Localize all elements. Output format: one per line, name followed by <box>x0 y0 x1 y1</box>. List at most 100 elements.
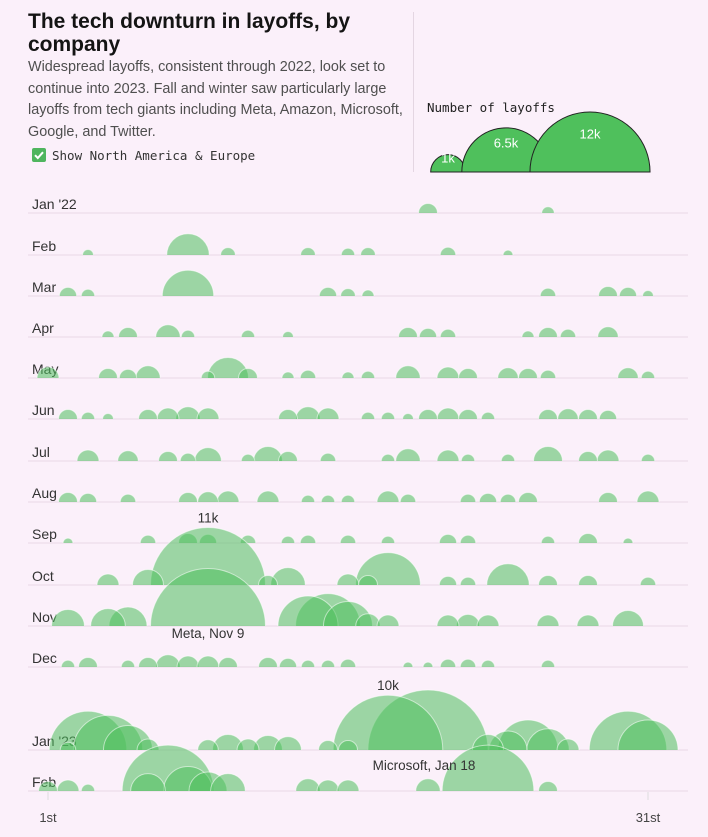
bubble-outline <box>459 658 477 668</box>
bubble-outline <box>56 779 80 792</box>
bubble <box>278 409 298 419</box>
bubble <box>207 357 249 378</box>
bubble-outline <box>597 326 619 338</box>
bubble <box>279 658 297 667</box>
bubble <box>538 575 558 585</box>
bubble-outline <box>557 408 579 420</box>
legend-bubbles: 1k 6.5k 12k <box>430 111 651 173</box>
bubble-outline <box>376 614 400 627</box>
bubble <box>117 450 139 461</box>
bubble-outline <box>196 407 220 420</box>
bubble-outline <box>596 449 620 462</box>
bubble <box>119 369 137 378</box>
bubble-outline <box>78 492 98 503</box>
month-label: Mar <box>32 279 56 295</box>
bubble <box>479 493 497 502</box>
bubble-outline <box>541 206 555 214</box>
bubble <box>598 492 618 502</box>
bubble <box>377 491 399 502</box>
bubble-outline <box>197 739 219 751</box>
bubble-outline <box>439 328 457 338</box>
bubble <box>321 495 335 502</box>
bubble-outline <box>196 655 220 668</box>
bubble-outline <box>132 569 164 586</box>
checkbox-checked-icon[interactable] <box>32 148 46 162</box>
bubble <box>60 742 76 750</box>
bubble <box>118 327 138 337</box>
bubble-outline <box>80 783 96 792</box>
bubble <box>540 288 556 296</box>
bubble <box>337 780 359 791</box>
bubble <box>481 660 495 667</box>
bubble <box>102 413 114 419</box>
bubble-outline <box>472 734 504 751</box>
bubble <box>538 327 558 337</box>
month-row: Feb <box>28 233 688 256</box>
bubble-outline <box>82 249 94 256</box>
bubble-outline <box>58 492 78 503</box>
bubble-outline <box>318 740 338 751</box>
bubble-outline <box>399 493 417 503</box>
bubble-outline <box>439 658 457 668</box>
bubble-outline <box>540 535 556 544</box>
month-rows: Jan '22 Feb Mar Apr May Jun Jul Aug Sep Oct Nov Dec… <box>28 196 688 792</box>
bubble-outline <box>58 286 78 297</box>
bubble <box>456 614 480 626</box>
bubble <box>301 660 315 667</box>
bubble-outline <box>360 247 376 256</box>
bubble <box>641 454 655 461</box>
bubble <box>578 451 598 461</box>
bubble-outline <box>380 453 396 462</box>
month-row: Sep <box>28 526 688 544</box>
annotations: 11k Meta, Nov 9 10k Microsoft, Jan 18 <box>172 511 476 773</box>
month-label: Jul <box>32 444 50 460</box>
bubble <box>257 491 279 502</box>
bubble-outline <box>340 494 356 503</box>
bubble <box>398 327 418 337</box>
bubble <box>61 660 75 667</box>
bubble-outline <box>200 370 216 379</box>
bubble <box>617 719 679 750</box>
bubble <box>132 569 164 585</box>
bubble <box>59 287 77 296</box>
bubble <box>642 290 654 296</box>
bubble <box>58 492 78 502</box>
bubble-outline <box>612 610 644 627</box>
bubble-outline <box>436 407 460 420</box>
bubble <box>577 615 599 626</box>
bubble-outline <box>538 327 558 338</box>
bubble <box>212 734 244 750</box>
bubble <box>557 408 579 419</box>
bubble-outline <box>80 411 96 420</box>
bubble <box>419 328 437 337</box>
bubble-outline <box>155 324 181 338</box>
bubble-outline <box>138 657 158 668</box>
bubble <box>79 493 97 502</box>
bubble <box>135 365 161 378</box>
bubble <box>497 367 519 378</box>
bubble-outline <box>518 492 538 503</box>
bubble <box>241 330 255 337</box>
bubble <box>340 288 356 296</box>
bubble <box>157 408 179 419</box>
month-label: Jan '22 <box>32 196 77 212</box>
bubble-outline <box>80 288 96 297</box>
bubble-outline <box>339 534 357 544</box>
bubble <box>361 412 375 419</box>
bubble <box>295 406 321 419</box>
bubble-outline <box>218 657 238 668</box>
bubble <box>281 536 295 543</box>
bubble <box>258 657 278 667</box>
bubble-outline <box>395 448 421 462</box>
bubble-outline <box>418 409 438 420</box>
bubble <box>461 454 475 461</box>
bubble <box>300 535 316 543</box>
bubble-outline <box>138 409 158 420</box>
chart-header: The tech downturn in layoffs, by company… <box>0 0 708 180</box>
bubble-outline <box>458 409 478 420</box>
bubble <box>237 739 259 750</box>
bubble-outline <box>598 492 618 503</box>
month-label: Aug <box>32 485 57 501</box>
bubble <box>460 494 476 502</box>
month-row: Jun <box>28 402 688 420</box>
